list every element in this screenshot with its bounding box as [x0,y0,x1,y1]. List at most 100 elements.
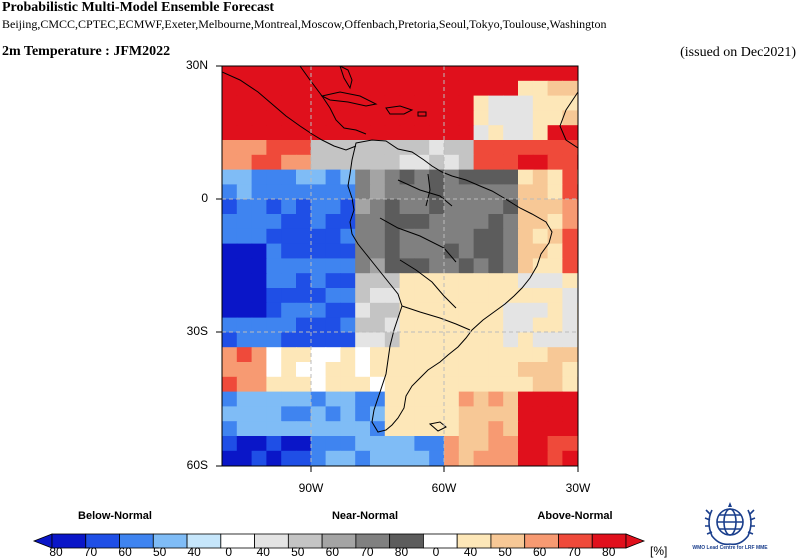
probability-cell [429,450,445,466]
probability-cell [310,288,327,304]
probability-cell [562,258,578,274]
probability-cell [384,391,401,407]
probability-cell [236,258,253,274]
probability-cell [562,169,578,185]
probability-cell [340,332,356,348]
probability-cell [399,347,415,363]
probability-cell [458,199,475,215]
probability-cell [296,184,312,200]
probability-cell [281,258,297,274]
probability-cell [251,317,267,333]
probability-cell [281,391,297,407]
probability-cell [296,140,312,156]
colorbar-tick-label: 50 [498,545,512,559]
probability-cell [222,421,238,437]
probability-cell [429,243,445,259]
probability-cell [518,154,534,171]
probability-cell [355,184,371,200]
probability-cell [473,273,489,289]
probability-cell [281,376,297,393]
probability-cell [547,391,563,407]
probability-cell [532,154,549,171]
probability-cell [429,228,445,245]
probability-cell [488,450,504,466]
probability-cell [310,376,327,393]
probability-cell [458,95,475,111]
probability-cell [355,406,371,422]
probability-cell [532,140,549,156]
probability-cell [547,243,563,259]
probability-cell [547,273,563,289]
probability-cell [296,214,312,230]
probability-cell [251,80,267,97]
probability-cell [444,258,460,274]
probability-cell [503,95,519,111]
probability-cell [444,347,460,363]
probability-cell [458,228,475,245]
probability-cell [414,450,430,466]
probability-cell [458,66,475,82]
probability-cell [429,184,445,200]
probability-cell [251,273,267,289]
probability-cell [370,66,386,82]
probability-cell [325,362,341,378]
probability-cell [281,125,297,141]
probability-cell [444,66,460,82]
category-below-normal: Below-Normal [78,510,152,522]
probability-cell [473,214,489,230]
probability-cell [518,80,534,97]
probability-cell [251,184,267,200]
probability-cell [473,288,489,304]
probability-cell [429,214,445,230]
probability-cell [518,199,534,215]
probability-cell [399,421,415,437]
probability-cell [355,258,371,274]
probability-cell [532,80,549,97]
unit-label: [%] [650,544,668,558]
probability-cell [370,95,386,111]
probability-cell [266,95,282,111]
probability-cell [340,376,356,393]
probability-cell [310,362,327,378]
colorbar-tick-label: 60 [532,545,547,559]
probability-cell [325,258,341,274]
probability-cell [296,406,312,422]
probability-cell [503,228,519,245]
wmo-logo-icon [704,502,756,546]
probability-cell [444,154,460,171]
probability-cell [296,273,312,289]
probability-cell [458,317,475,333]
probability-cell [370,258,386,274]
probability-cell [325,436,341,452]
probability-cell [251,421,267,437]
probability-cell [399,243,415,259]
probability-cell [444,214,460,230]
probability-cell [414,199,430,215]
probability-cell [562,199,578,215]
probability-cell [518,376,534,393]
probability-cell [429,317,445,333]
probability-cell [444,184,460,200]
probability-cell [281,450,297,466]
probability-cell [399,273,415,289]
probability-cell [266,347,282,363]
probability-cell [518,169,534,185]
probability-cell [310,391,327,407]
probability-cell [414,243,430,259]
probability-cell [532,228,549,245]
probability-cell [355,391,371,407]
probability-cell [473,125,489,141]
probability-cell [458,169,475,185]
probability-cell [518,406,534,422]
probability-cell [458,376,475,393]
probability-cell [355,110,371,126]
colorbar-tick-label: 70 [83,545,98,559]
probability-cell [370,243,386,259]
probability-cell [488,110,504,126]
probability-cell [532,184,549,200]
probability-cell [518,391,534,407]
lat-label-30s: 30S [186,324,208,338]
probability-cell [340,436,356,452]
probability-cell [370,273,386,289]
probability-cell [222,140,238,156]
